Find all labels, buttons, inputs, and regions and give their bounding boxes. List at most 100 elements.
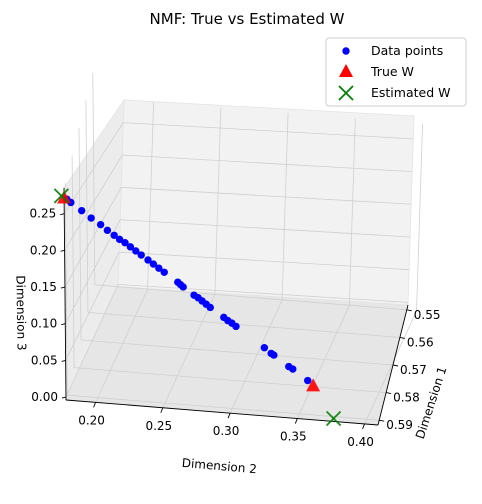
y-grid-line xyxy=(64,154,123,251)
y-grid-line xyxy=(122,154,413,172)
data-points-point xyxy=(137,251,145,259)
z-grid-line xyxy=(87,312,400,338)
y-axis-line xyxy=(63,187,67,401)
x-grid-line xyxy=(281,113,289,301)
data-points-point xyxy=(132,247,140,255)
data-points-point xyxy=(144,256,152,264)
y-grid-line xyxy=(119,251,410,271)
y-tick-label: 0.15 xyxy=(30,280,57,294)
y-grid-line xyxy=(123,122,414,140)
legend-data-points-marker xyxy=(342,47,350,55)
data-points-point xyxy=(270,351,278,359)
data-points-point xyxy=(160,268,168,276)
y-axis-label: Dimension 3 xyxy=(13,275,28,350)
true-w-marker xyxy=(57,190,72,204)
x-grid-line xyxy=(95,289,148,403)
legend-true-w-label: True W xyxy=(370,64,414,79)
chart-title: NMF: True vs Estimated W xyxy=(150,10,345,28)
y-tick-label: 0.00 xyxy=(31,390,58,404)
z-tick-mark xyxy=(399,336,405,339)
data-marks xyxy=(53,188,342,427)
z-grid-line xyxy=(92,72,96,285)
y-tick-mark xyxy=(60,213,65,216)
y-tick-mark xyxy=(61,359,66,362)
z-grid-line xyxy=(67,394,380,421)
legend: Data points True W Estimated W xyxy=(325,37,467,107)
y-tick-label: 0.05 xyxy=(31,353,58,367)
x-tick-mark xyxy=(160,407,164,413)
data-points-point xyxy=(149,260,158,268)
y-grid-line xyxy=(118,284,409,303)
y-tick-mark xyxy=(60,249,65,252)
y-tick-mark xyxy=(61,396,67,399)
z-tick-label: 0.59 xyxy=(386,418,413,432)
x-tick-label: 0.40 xyxy=(347,435,374,449)
y-tick-label: 0.10 xyxy=(31,317,58,331)
axis-panes xyxy=(63,98,415,426)
grid-lines xyxy=(63,72,423,425)
data-points-point xyxy=(110,231,118,239)
y-grid-line xyxy=(121,186,412,205)
data-points-point xyxy=(121,239,129,247)
estimated-w-marker xyxy=(53,188,70,204)
y-tick-mark xyxy=(60,286,66,289)
x-grid-line xyxy=(229,299,283,414)
z-tick-label: 0.55 xyxy=(414,308,441,322)
data-points-point xyxy=(260,344,269,352)
x-grid-line xyxy=(364,310,417,425)
z-grid-line xyxy=(64,183,68,396)
z-grid-line xyxy=(71,155,75,368)
x-grid-line xyxy=(214,107,222,295)
data-points-point xyxy=(103,226,112,235)
data-points-point xyxy=(87,214,95,222)
x-tick-label: 0.25 xyxy=(145,419,172,433)
data-points-point xyxy=(206,303,214,312)
data-points-point xyxy=(126,243,135,251)
x-axis-line xyxy=(65,399,379,426)
data-points-point xyxy=(115,235,124,244)
x-grid-line xyxy=(162,294,216,408)
data-points-point xyxy=(96,220,105,229)
estimated-w-marker xyxy=(325,410,342,427)
y-tick-label: 0.20 xyxy=(30,243,57,257)
z-tick-mark xyxy=(392,364,399,367)
z-grid-line xyxy=(74,367,387,393)
y-grid-line xyxy=(120,219,411,238)
x-grid-line xyxy=(416,123,423,311)
legend-box xyxy=(325,37,467,107)
z-tick-mark xyxy=(379,419,385,422)
z-grid-line xyxy=(78,127,82,341)
z-tick-label: 0.56 xyxy=(407,335,434,349)
y-grid-line xyxy=(65,251,120,361)
legend-estimated-w-marker xyxy=(338,85,354,101)
tick-marks-and-labels: 0.20 0.25 0.30 0.35 0.40 0.00 0.05 0.10 0.15 0.20… xyxy=(30,207,441,449)
x-tick-mark xyxy=(227,412,231,419)
legend-data-points-label: Data points xyxy=(371,43,443,58)
data-points-point xyxy=(289,365,297,373)
y-tick-label: 0.25 xyxy=(30,207,57,221)
x-tick-mark xyxy=(294,418,298,424)
z-tick-label: 0.58 xyxy=(393,391,420,405)
data-points-point xyxy=(232,322,240,331)
x-tick-mark xyxy=(362,423,365,430)
x-grid-line xyxy=(296,305,350,419)
x-tick-label: 0.20 xyxy=(78,413,105,427)
true-w-marker xyxy=(306,378,321,392)
legend-estimated-w-label: Estimated W xyxy=(371,85,450,100)
z-tick-mark xyxy=(406,309,412,312)
data-points-point xyxy=(77,206,86,215)
z-grid-line xyxy=(85,100,89,313)
data-points-point xyxy=(155,264,163,272)
data-points-point xyxy=(179,283,187,291)
data-points-point xyxy=(304,376,312,385)
y-grid-line xyxy=(64,187,122,288)
x-tick-label: 0.35 xyxy=(280,430,307,444)
legend-true-w-marker xyxy=(339,64,353,77)
z-grid-line xyxy=(80,339,394,366)
y-tick-mark xyxy=(61,323,66,326)
z-tick-mark xyxy=(386,392,392,395)
x-axis-label: Dimension 2 xyxy=(181,456,257,477)
z-tick-label: 0.57 xyxy=(400,363,427,377)
x-tick-label: 0.30 xyxy=(213,424,240,438)
